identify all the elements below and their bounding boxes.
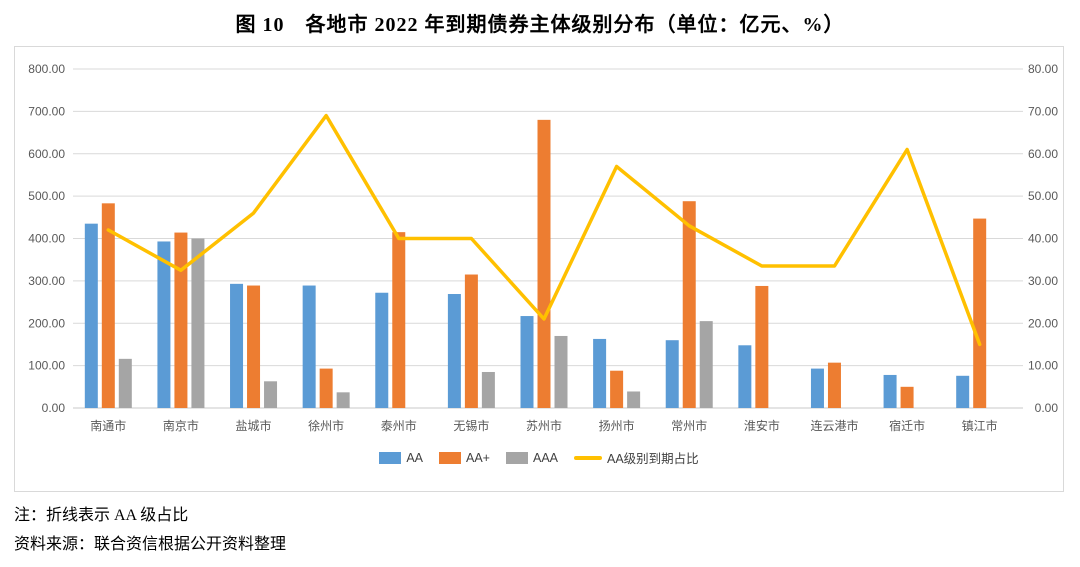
bar-AA+-徐州市 — [319, 368, 333, 408]
legend-item-AA+: AA+ — [439, 451, 490, 465]
bar-AA-南通市 — [84, 223, 98, 408]
x-axis-category-label: 宿迁市 — [889, 418, 925, 433]
chart-note: 注：折线表示 AA 级占比 — [14, 507, 189, 524]
bar-AA+-苏州市 — [537, 119, 551, 408]
bar-AAA-无锡市 — [481, 371, 495, 408]
right-axis-tick-label: 40.00 — [1028, 232, 1058, 246]
right-axis-tick-label: 20.00 — [1028, 316, 1058, 330]
x-axis-category-label: 南通市 — [90, 418, 126, 433]
x-axis-category-label: 泰州市 — [381, 418, 417, 433]
bar-AA-镇江市 — [956, 375, 970, 408]
chart-canvas: 0.00 100.00 200.00 300.00 400.00 500.00 600.00… — [28, 62, 1059, 433]
bar-AA+-淮安市 — [755, 285, 769, 408]
bar-AAA-南通市 — [118, 358, 132, 408]
chart-panel: 0.00 100.00 200.00 300.00 400.00 500.00 600.00… — [14, 46, 1064, 492]
x-axis-category-label: 苏州市 — [526, 418, 562, 433]
left-axis-tick-label: 600.00 — [28, 147, 65, 161]
right-axis-tick-label: 80.00 — [1028, 62, 1058, 76]
right-axis-tick-label: 70.00 — [1028, 104, 1058, 118]
legend-color-swatch-AA+ — [439, 451, 461, 464]
x-axis-category-label: 扬州市 — [599, 418, 635, 433]
bar-AA+-镇江市 — [973, 218, 987, 408]
left-axis-tick-label: 100.00 — [28, 359, 65, 373]
legend-label: AAA — [532, 450, 558, 465]
legend-label: AA — [406, 450, 423, 465]
x-axis-category-label: 常州市 — [671, 418, 707, 433]
right-axis-tick-label: 0.00 — [1035, 401, 1059, 415]
x-axis-category-label: 淮安市 — [744, 418, 780, 433]
bar-AAA-苏州市 — [554, 335, 568, 408]
figure-title: 图 10 各地市 2022 年到期债券主体级别分布（单位：亿元、%） — [235, 14, 845, 36]
bar-AA+-无锡市 — [464, 274, 478, 408]
bar-AA+-连云港市 — [827, 362, 841, 408]
bar-AA+-泰州市 — [392, 232, 406, 408]
legend-label: AA级别到期占比 — [607, 452, 699, 466]
right-axis-tick-label: 50.00 — [1028, 189, 1058, 203]
chart-source: 资料来源：联合资信根据公开资料整理 — [14, 536, 287, 553]
bar-AAA-扬州市 — [627, 391, 641, 408]
legend-item-AAA: AAA — [505, 450, 558, 465]
left-axis-tick-label: 700.00 — [28, 104, 65, 118]
bar-AAA-南京市 — [191, 238, 205, 408]
bar-AA+-宿迁市 — [900, 386, 914, 408]
bar-AAA-徐州市 — [336, 392, 350, 408]
legend-item-AA级别到期占比: AA级别到期占比 — [574, 448, 699, 467]
bar-AA-宿迁市 — [883, 374, 897, 408]
left-axis-tick-label: 500.00 — [28, 189, 65, 203]
left-axis-tick-label: 300.00 — [28, 274, 65, 288]
bar-AA-扬州市 — [593, 338, 607, 408]
legend-item-AA: AA — [379, 451, 423, 465]
bar-AA-泰州市 — [375, 292, 389, 408]
x-axis-category-label: 南京市 — [163, 418, 199, 433]
bar-AA-淮安市 — [738, 345, 752, 408]
x-axis-category-label: 盐城市 — [236, 418, 272, 433]
left-axis-tick-label: 800.00 — [28, 62, 65, 76]
bar-AA-盐城市 — [230, 283, 244, 408]
line-AA级别到期占比 — [106, 113, 982, 347]
bar-AA-苏州市 — [520, 316, 534, 408]
left-axis-tick-label: 0.00 — [42, 401, 66, 415]
bar-AA-徐州市 — [302, 285, 316, 408]
legend-color-swatch-AAA — [505, 451, 528, 464]
bar-AA+-南通市 — [101, 203, 115, 408]
legend-color-swatch-AA — [379, 451, 402, 464]
x-axis-category-label: 无锡市 — [453, 418, 489, 433]
legend-line-swatch-AA级别到期占比 — [574, 455, 602, 460]
bar-AAA-盐城市 — [264, 381, 278, 408]
bar-AA+-常州市 — [682, 201, 696, 408]
chart-legend: AA AA+ AAA AA级别到期占比 — [15, 448, 1063, 467]
bar-AAA-常州市 — [699, 321, 713, 408]
bar-AA-无锡市 — [447, 294, 461, 408]
left-axis-tick-label: 400.00 — [28, 232, 65, 246]
right-axis-tick-label: 10.00 — [1028, 359, 1058, 373]
bar-AA+-盐城市 — [247, 285, 261, 408]
bar-AA-常州市 — [665, 340, 679, 408]
left-axis-tick-label: 200.00 — [28, 316, 65, 330]
bar-AA-南京市 — [157, 241, 171, 408]
x-axis-category-label: 镇江市 — [962, 418, 998, 433]
right-axis-tick-label: 30.00 — [1028, 274, 1058, 288]
legend-label: AA+ — [466, 450, 490, 465]
bar-AA-连云港市 — [810, 368, 824, 408]
x-axis-category-label: 连云港市 — [810, 418, 858, 433]
bar-AA+-南京市 — [174, 232, 188, 408]
x-axis-category-label: 徐州市 — [308, 418, 344, 433]
bar-AA+-扬州市 — [610, 370, 624, 408]
right-axis-tick-label: 60.00 — [1028, 147, 1058, 161]
